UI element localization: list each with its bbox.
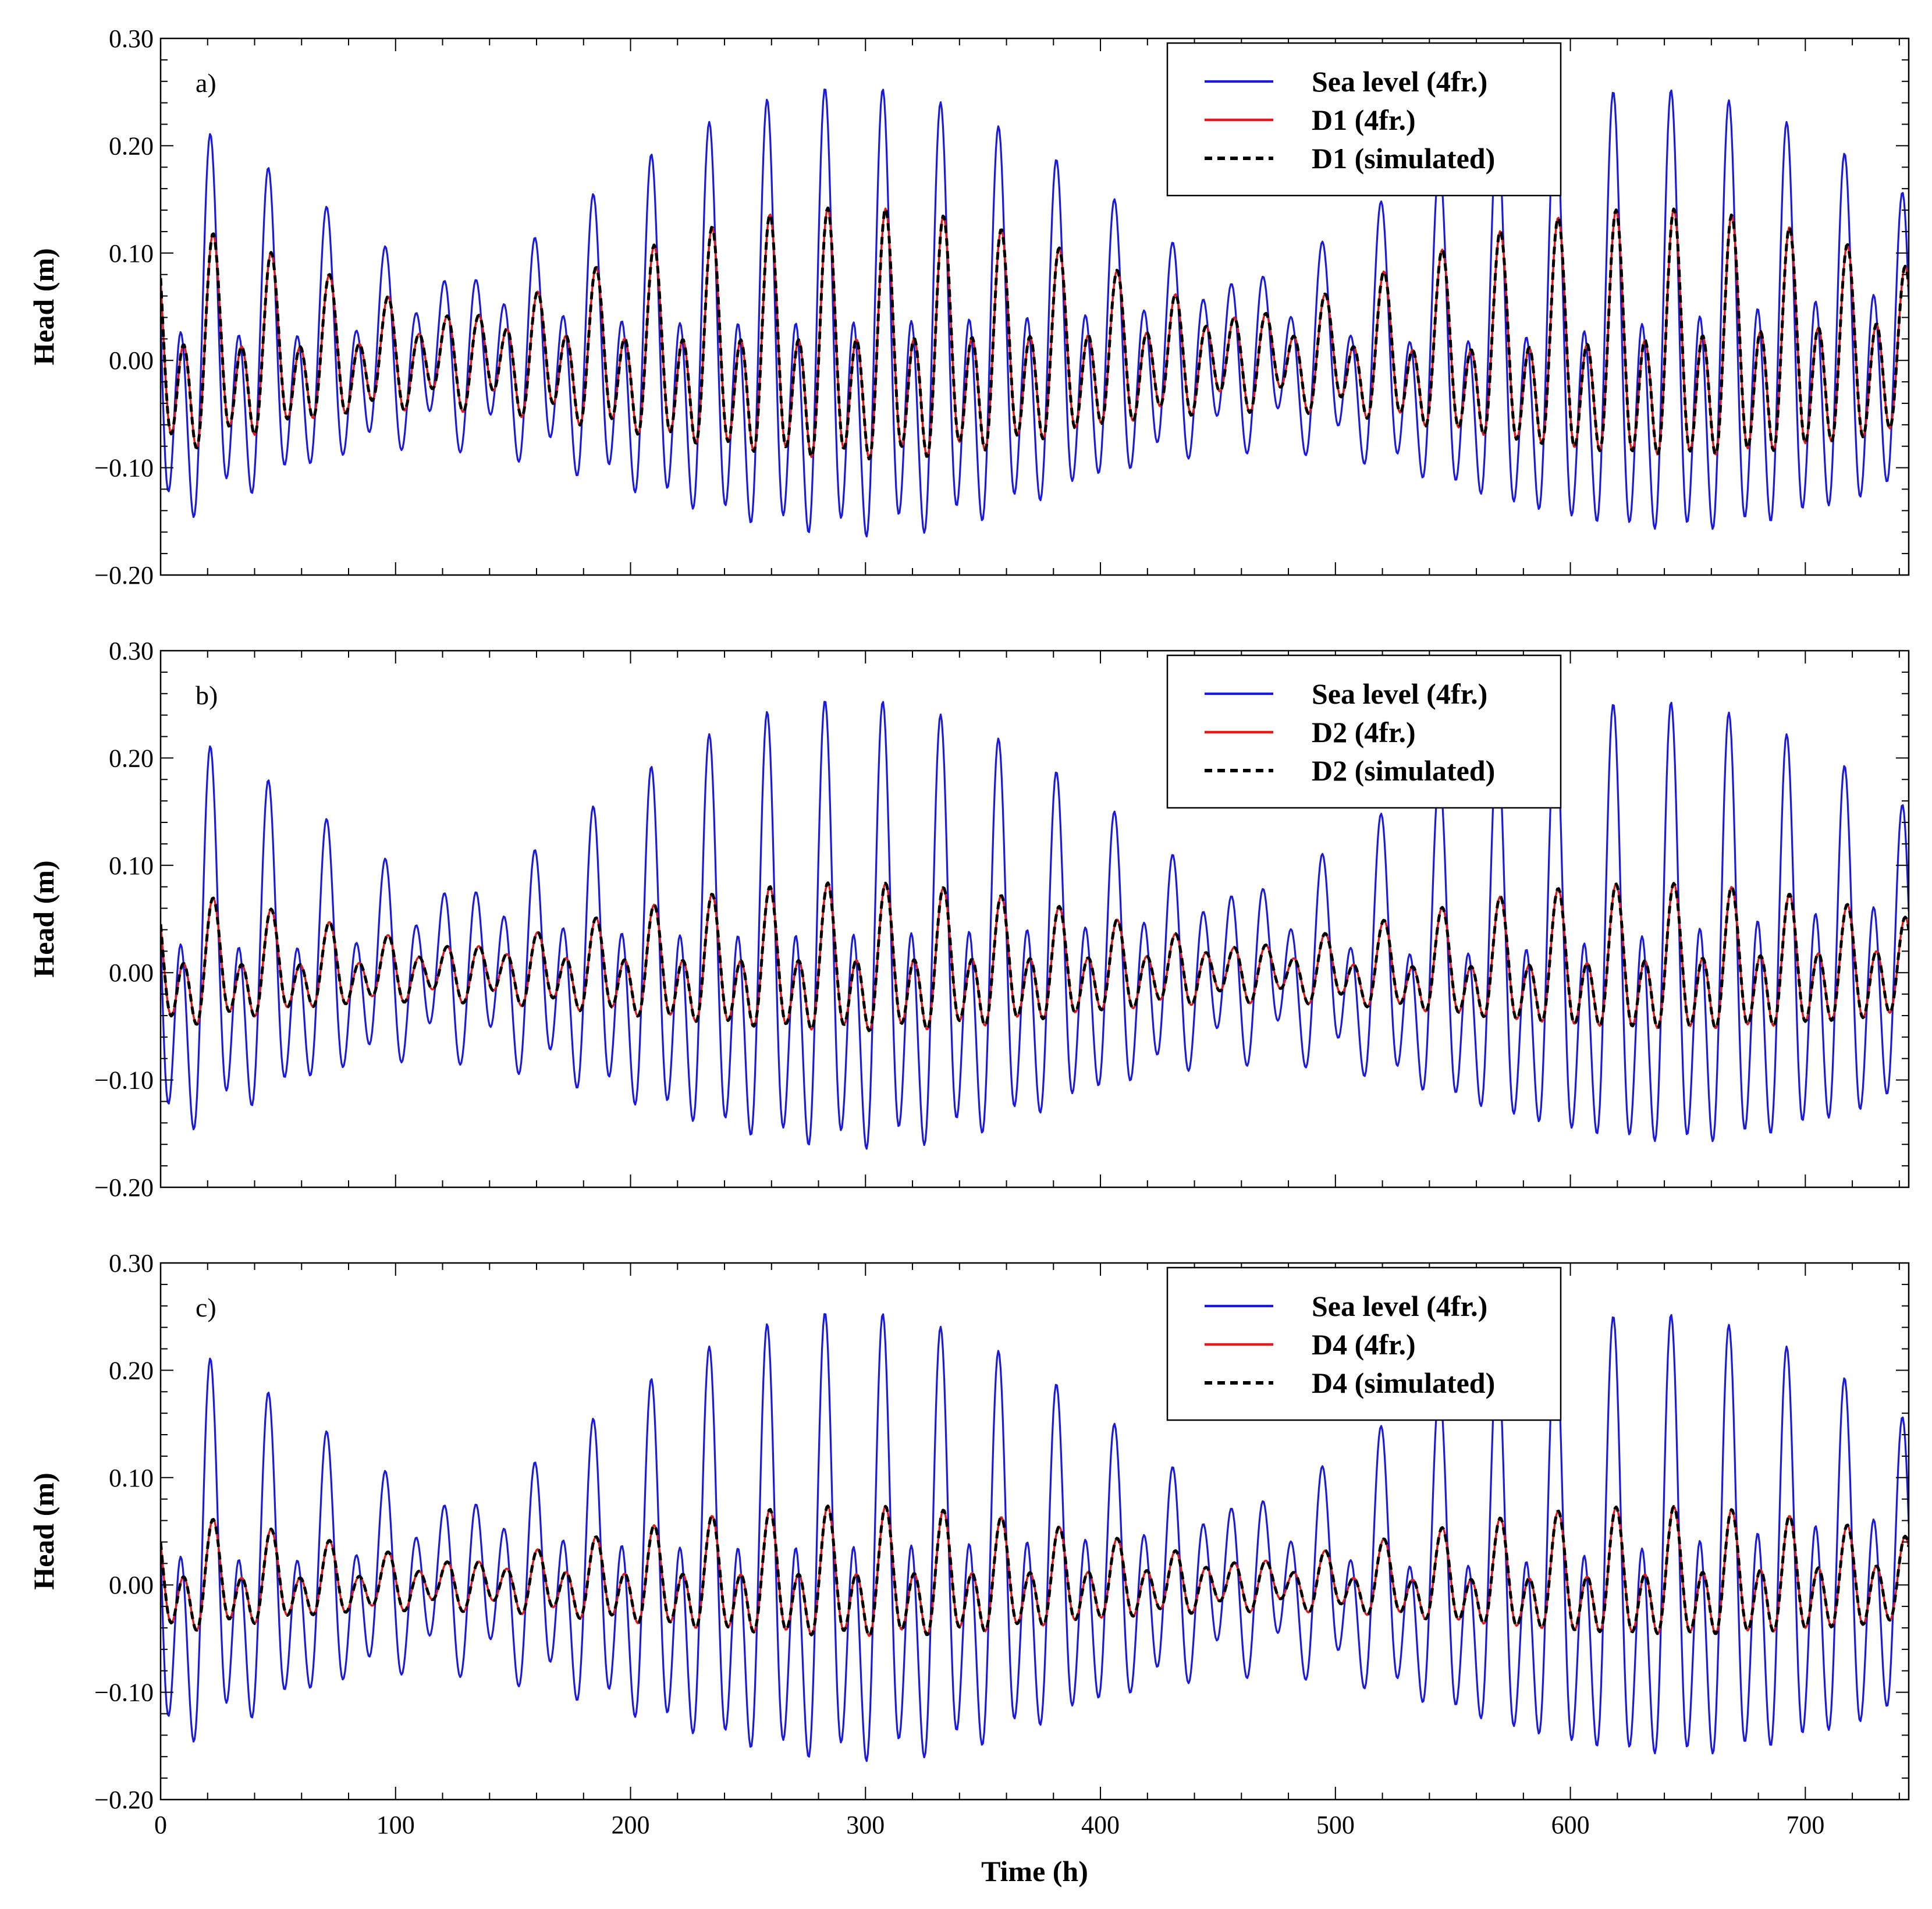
y-tick-label: 0.30 (109, 24, 154, 53)
series-line-2 (161, 207, 1909, 460)
legend-entry: Sea level (4fr.) (1312, 1290, 1487, 1322)
legend-entry: D4 (4fr.) (1312, 1328, 1416, 1361)
panel-b: −0.20 −0.10 0.00 0.10 0.20 0.30 Head (m) b) Sea … (27, 637, 1910, 1202)
y-tick-label: 0.10 (109, 239, 154, 268)
y-axis-title: Head (m) (27, 860, 60, 977)
plot-frame (159, 1262, 1910, 1801)
x-tick-label: 100 (377, 1811, 415, 1839)
x-axis-title: Time (h) (981, 1855, 1088, 1887)
plot-frame (159, 37, 1910, 576)
panel-c: 0 100 200 300 400 500 600 700 Time (h) −0.20 −0.10… (27, 1249, 1910, 1887)
legend: Sea level (4fr.) D4 (4fr.) D4 (simulated) (1166, 1266, 1562, 1421)
y-tick-label: −0.10 (94, 454, 154, 482)
series-lines (161, 1313, 1909, 1762)
y-tick-label: −0.20 (94, 561, 154, 590)
y-tick-label: 0.30 (109, 637, 154, 665)
legend-entry: D1 (simulated) (1312, 142, 1495, 175)
plot-frame (159, 650, 1910, 1188)
panel-label: a) (196, 68, 216, 98)
legend-entry: D4 (simulated) (1312, 1367, 1495, 1399)
series-lines (161, 701, 1909, 1150)
x-tick-label: 700 (1786, 1811, 1824, 1839)
panel-label: c) (196, 1293, 216, 1322)
x-tick-label: 0 (154, 1811, 167, 1839)
legend: Sea level (4fr.) D2 (4fr.) D2 (simulated) (1166, 654, 1562, 809)
y-tick-label: −0.10 (94, 1066, 154, 1095)
series-line-1 (161, 88, 1909, 538)
panel-label: b) (196, 680, 218, 710)
series-lines (161, 88, 1909, 538)
y-axis-title: Head (m) (27, 1472, 60, 1589)
legend: Sea level (4fr.) D1 (4fr.) D1 (simulated) (1166, 42, 1562, 197)
series-line-1 (161, 1313, 1909, 1762)
y-tick-label: 0.00 (109, 346, 154, 375)
y-tick-label: −0.10 (94, 1679, 154, 1707)
y-tick-label: 0.20 (109, 132, 154, 160)
y-tick-label: −0.20 (94, 1173, 154, 1202)
y-tick-label: 0.00 (109, 1571, 154, 1599)
x-tick-label: 400 (1081, 1811, 1120, 1839)
panel-a: −0.20 −0.10 0.00 0.10 0.20 0.30 Head (m) a) Sea … (27, 24, 1910, 590)
legend-entry: Sea level (4fr.) (1312, 65, 1487, 98)
x-tick-label: 600 (1551, 1811, 1590, 1839)
y-tick-label: −0.20 (94, 1786, 154, 1814)
y-tick-label: 0.20 (109, 1356, 154, 1385)
legend-entry: D1 (4fr.) (1312, 104, 1416, 136)
legend-entry: D2 (4fr.) (1312, 716, 1416, 748)
y-axis-title: Head (m) (27, 248, 60, 365)
y-tick-label: 0.20 (109, 744, 154, 772)
y-tick-label: 0.00 (109, 959, 154, 987)
legend-entry: D2 (simulated) (1312, 754, 1495, 787)
series-line-1 (161, 701, 1909, 1150)
y-tick-label: 0.10 (109, 1464, 154, 1492)
x-tick-label: 200 (612, 1811, 650, 1839)
x-tick-label: 300 (846, 1811, 885, 1839)
x-tick-label: 500 (1316, 1811, 1355, 1839)
legend-entry: Sea level (4fr.) (1312, 677, 1487, 710)
series-line-3 (161, 881, 1909, 1032)
y-tick-label: 0.10 (109, 851, 154, 880)
y-tick-label: 0.30 (109, 1249, 154, 1278)
series-line-3 (161, 1505, 1909, 1638)
